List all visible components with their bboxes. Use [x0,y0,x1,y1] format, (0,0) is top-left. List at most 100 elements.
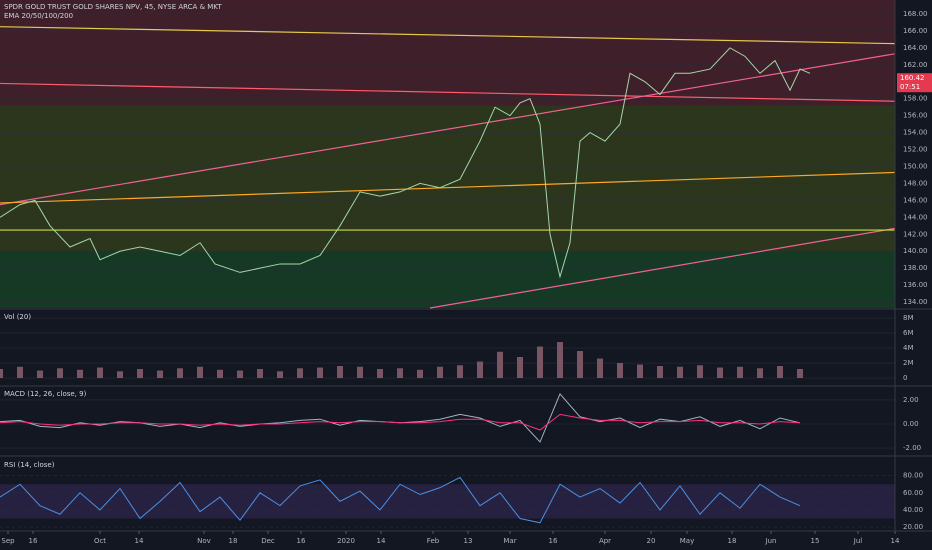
x-tick-label: Feb [427,537,440,545]
volume-bar [397,368,403,379]
volume-bar [797,369,803,379]
y-tick-label: 136.00 [903,281,928,289]
x-tick-label: Dec [261,537,275,545]
y-tick-label: 40.00 [903,506,923,514]
series-line [0,413,801,431]
y-tick-label: 4M [903,344,914,352]
volume-bar [517,357,523,379]
price-tag-label: 160.42 [900,74,925,82]
countdown: 07:51 [900,83,920,91]
volume-bar [197,366,203,379]
volume-bar [577,351,583,379]
volume-bar [557,342,563,379]
volume-bar [137,369,143,379]
x-tick-label: 13 [464,537,473,545]
y-tick-label: 154.00 [903,129,928,137]
volume-bar [337,366,343,379]
volume-bar [217,369,223,379]
volume-bar [0,369,3,379]
y-tick-label: 166.00 [903,27,928,35]
volume-bar [737,366,743,379]
volume-bar [657,366,663,379]
volume-bar [357,366,363,379]
x-tick-label: 14 [891,537,900,545]
pane-title: SPDR GOLD TRUST GOLD SHARES NPV, 45, NYS… [4,3,222,11]
y-tick-label: 6M [903,329,914,337]
y-tick-label: 168.00 [903,10,928,18]
y-tick-label: 2M [903,359,914,367]
x-tick-label: 16 [297,537,306,545]
volume-bar [377,369,383,379]
y-tick-label: 162.00 [903,61,928,69]
y-tick-label: 138.00 [903,264,928,272]
volume-bar [97,367,103,379]
volume-bar [457,365,463,379]
y-tick-label: 152.00 [903,146,928,154]
volume-bar [277,371,283,379]
volume-bar [117,371,123,379]
zone [0,0,895,106]
volume-bar [77,369,83,379]
volume-bar [497,351,503,379]
x-tick-label: Oct [94,537,106,545]
price-tag [897,73,932,93]
volume-bar [177,368,183,379]
trend-line [0,171,896,204]
x-tick-label: Jul [853,537,863,545]
volume-bar [417,369,423,379]
y-tick-label: 20.00 [903,523,923,531]
zone [0,484,895,519]
trend-line [429,227,896,309]
volume-bar [237,370,243,379]
x-tick-label: May [680,537,694,545]
volume-bar [477,361,483,379]
volume-bar [617,363,623,379]
volume-bar [777,366,783,379]
pane-title: MACD (12, 26, close, 9) [4,390,87,398]
y-tick-label: 60.00 [903,489,923,497]
volume-bar [597,358,603,379]
volume-bar [157,370,163,379]
x-tick-label: Sep [1,537,15,545]
y-tick-label: 158.00 [903,95,928,103]
x-tick-label: 14 [135,537,144,545]
y-tick-label: 2.00 [903,396,919,404]
volume-bar [697,365,703,379]
y-tick-label: 8M [903,314,914,322]
x-tick-label: 20 [647,537,656,545]
y-tick-label: 0 [903,374,907,382]
x-tick-label: 2020 [337,537,355,545]
volume-bar [37,370,43,379]
trend-line [0,82,896,102]
y-tick-label: 156.00 [903,112,928,120]
volume-bar [717,367,723,379]
volume-bar [257,369,263,379]
zone [0,105,895,252]
volume-bar [317,367,323,379]
y-tick-label: -2.00 [903,444,921,452]
y-tick-label: 146.00 [903,196,928,204]
series-line [0,476,801,524]
y-tick-label: 142.00 [903,230,928,238]
series-line [0,47,811,279]
volume-bar [57,368,63,379]
series-line [0,393,801,443]
volume-bar [637,364,643,379]
y-tick-label: 150.00 [903,162,928,170]
x-tick-label: 15 [811,537,820,545]
x-tick-label: 16 [29,537,38,545]
x-tick-label: 18 [728,537,737,545]
trend-line [0,53,896,206]
trend-line [0,26,896,45]
y-tick-label: 148.00 [903,179,928,187]
y-tick-label: 144.00 [903,213,928,221]
pane-title: RSI (14, close) [4,461,55,469]
y-tick-label: 140.00 [903,247,928,255]
y-tick-label: 134.00 [903,298,928,306]
x-tick-label: 14 [377,537,386,545]
y-tick-label: 164.00 [903,44,928,52]
pane-subtitle: EMA 20/50/100/200 [4,12,73,20]
volume-bar [757,368,763,379]
